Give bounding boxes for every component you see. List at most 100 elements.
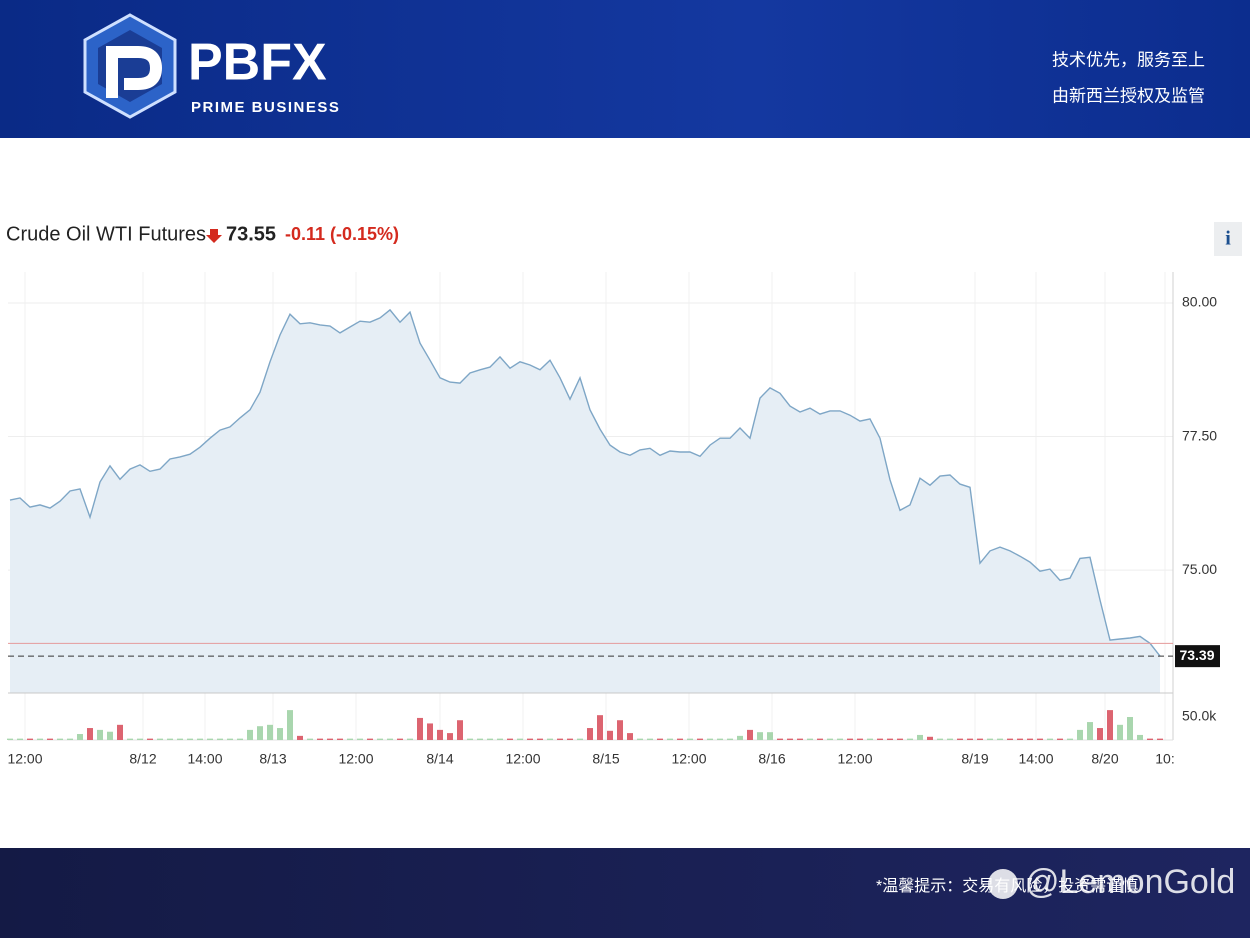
- volume-bar: [847, 738, 853, 740]
- volume-bar: [287, 710, 293, 740]
- volume-bar: [587, 728, 593, 740]
- watermark: @LemonGold: [1025, 863, 1235, 901]
- volume-bar: [557, 738, 563, 740]
- x-tick-label: 8/13: [259, 751, 286, 767]
- chart-title: Crude Oil WTI Futures: [6, 223, 206, 245]
- volume-bar: [1077, 729, 1083, 740]
- volume-bar: [307, 738, 313, 740]
- volume-bar: [667, 738, 673, 740]
- volume-bar: [97, 729, 103, 740]
- volume-bar: [27, 738, 33, 740]
- volume-bar: [537, 738, 543, 740]
- volume-bar: [927, 736, 933, 740]
- area: [10, 309, 1160, 693]
- info-button[interactable]: [1214, 222, 1242, 256]
- volume-bar: [487, 738, 493, 740]
- volume-bar: [987, 738, 993, 740]
- plot: 12:00 8/12 14:00 8/13 12:00 8/14 12:00 8/15 12:0…: [7, 272, 1220, 767]
- volume-bar: [737, 735, 743, 740]
- info-icon[interactable]: i: [1225, 228, 1231, 250]
- volume-bar: [437, 729, 443, 740]
- volume-bar: [1137, 734, 1143, 740]
- volume-bar: [717, 738, 723, 740]
- x-tick-label: 10:: [1155, 751, 1174, 767]
- price: 73.55: [226, 223, 276, 245]
- volume-bar: [577, 738, 583, 740]
- volume-bar: [527, 738, 533, 740]
- volume-bar: [777, 738, 783, 740]
- volume-bar: [7, 738, 13, 740]
- volume-tick-label: 50.0k: [1182, 708, 1217, 724]
- volume-bar: [17, 738, 23, 740]
- y-tick-label: 77.50: [1182, 427, 1217, 443]
- regulation: 由新西兰授权及监管: [1052, 86, 1205, 105]
- volume-bar: [257, 726, 263, 740]
- volume-bar: [497, 738, 503, 740]
- volume-bar: [397, 738, 403, 740]
- logo-text: PBFX: [188, 34, 327, 92]
- volume-bar: [1097, 728, 1103, 740]
- volume-bar: [1117, 724, 1123, 740]
- volume-bar: [1127, 717, 1133, 740]
- volume-bar: [247, 729, 253, 740]
- volume-bar: [747, 729, 753, 740]
- x-tick-label: 12:00: [338, 751, 373, 767]
- volume-bar: [857, 738, 863, 740]
- volume-bar: [87, 728, 93, 740]
- volume-bar: [767, 732, 773, 740]
- volume-bar: [707, 738, 713, 740]
- price-line: [9, 308, 1161, 657]
- volume-bar: [637, 738, 643, 740]
- volume-bar: [887, 738, 893, 740]
- volume-bar: [837, 738, 843, 740]
- volume-bar: [1067, 738, 1073, 740]
- volume-bar: [677, 738, 683, 740]
- watermark-icon: [988, 869, 1018, 899]
- volume-bar: [177, 738, 183, 740]
- volume-bar: [127, 738, 133, 740]
- x-tick-label: 12:00: [671, 751, 706, 767]
- volume-bar: [967, 738, 973, 740]
- volume-bar: [367, 738, 373, 740]
- volume-bar: [467, 738, 473, 740]
- volume-bar: [477, 738, 483, 740]
- volume-bar: [187, 738, 193, 740]
- x-tick-label: 8/15: [592, 751, 619, 767]
- volume-bar: [617, 720, 623, 740]
- change: -0.11: [285, 224, 325, 244]
- volume-bar: [787, 738, 793, 740]
- volume-bar: [867, 738, 873, 740]
- volume-bar: [957, 738, 963, 740]
- logo-subtitle: PRIME BUSINESS: [191, 99, 340, 116]
- volume-bar: [917, 734, 923, 740]
- volume-bar: [807, 738, 813, 740]
- x-tick-label: 8/12: [129, 751, 156, 767]
- volume-bar: [447, 733, 453, 740]
- volume-bar: [47, 738, 53, 740]
- x-tick-label: 8/16: [758, 751, 785, 767]
- volume-bar: [167, 738, 173, 740]
- header-band: [0, 0, 1250, 138]
- volume-bar: [697, 738, 703, 740]
- last-price-box: [1175, 645, 1220, 668]
- volume-bar: [337, 738, 343, 740]
- volume-bar: [877, 738, 883, 740]
- volume-bar: [517, 738, 523, 740]
- volume-bar: [107, 731, 113, 740]
- volume-bar: [827, 738, 833, 740]
- volume-bar: [727, 738, 733, 740]
- volume-bar: [377, 738, 383, 740]
- volume-bar: [937, 738, 943, 740]
- volume-bar: [687, 738, 693, 740]
- volume-bar: [417, 717, 423, 740]
- volume-bar: [757, 732, 763, 740]
- volume-bar: [427, 723, 433, 740]
- volume-bar: [457, 720, 463, 740]
- logo: [83, 13, 177, 119]
- volume-bar: [387, 738, 393, 740]
- volume-bar: [1017, 738, 1023, 740]
- volume-bar: [327, 738, 333, 740]
- x-tick-label: 12:00: [505, 751, 540, 767]
- volume-bar: [237, 738, 243, 740]
- volume-bar: [217, 738, 223, 740]
